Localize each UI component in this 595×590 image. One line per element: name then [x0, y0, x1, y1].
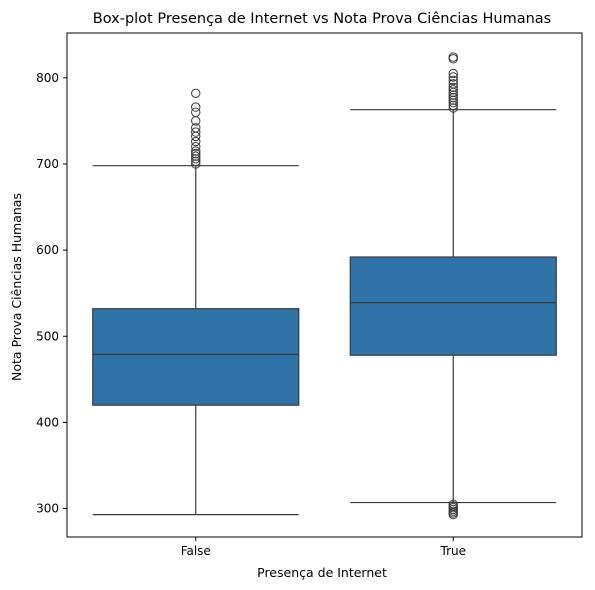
outlier-false-7	[191, 136, 201, 147]
outlier-false-1	[191, 156, 201, 167]
outlier-false-10	[191, 123, 201, 133]
outlier-false-12	[191, 107, 201, 117]
outlier-true-15	[448, 82, 458, 92]
outlier-true-10	[448, 95, 458, 105]
outlier-false-4	[191, 148, 201, 159]
plot-area	[92, 52, 557, 520]
y-tick-label-700: 700	[36, 157, 59, 171]
outlier-true-7	[448, 103, 458, 113]
outlier-true-8	[448, 100, 458, 111]
x-tick-label-true: True	[440, 544, 467, 558]
y-tick-label-800: 800	[36, 71, 59, 85]
plot-frame	[66, 32, 583, 538]
y-tick-label-300: 300	[36, 502, 59, 516]
outlier-true-17	[448, 75, 458, 86]
outlier-false-9	[191, 127, 201, 137]
outlier-true-16	[448, 79, 458, 89]
outlier-true-6	[448, 499, 458, 509]
y-tick-label-500: 500	[36, 329, 59, 343]
outlier-false-13	[191, 102, 201, 112]
outlier-false-5	[191, 146, 201, 156]
x-tick-label-false: False	[181, 544, 211, 558]
outlier-true-21	[448, 52, 458, 62]
box-false	[92, 308, 300, 406]
outlier-true-18	[448, 72, 458, 82]
outlier-false-0	[191, 159, 201, 169]
outlier-false-3	[191, 151, 201, 161]
y-tick-label-600: 600	[36, 243, 59, 257]
outlier-false-14	[191, 88, 201, 99]
outlier-false-6	[191, 142, 201, 152]
outlier-true-14	[448, 85, 458, 95]
y-axis-label: Nota Prova Ciências Humanas	[9, 193, 24, 381]
chart-title: Box-plot Presença de Internet vs Nota Pr…	[93, 11, 551, 27]
outlier-true-9	[448, 98, 458, 108]
outlier-true-11	[448, 92, 458, 103]
outlier-true-19	[448, 68, 458, 79]
outlier-true-12	[448, 90, 458, 100]
box-true	[349, 256, 557, 356]
y-tick-label-400: 400	[36, 415, 59, 429]
outlier-false-2	[191, 154, 201, 164]
x-axis-label: Presença de Internet	[257, 565, 387, 580]
